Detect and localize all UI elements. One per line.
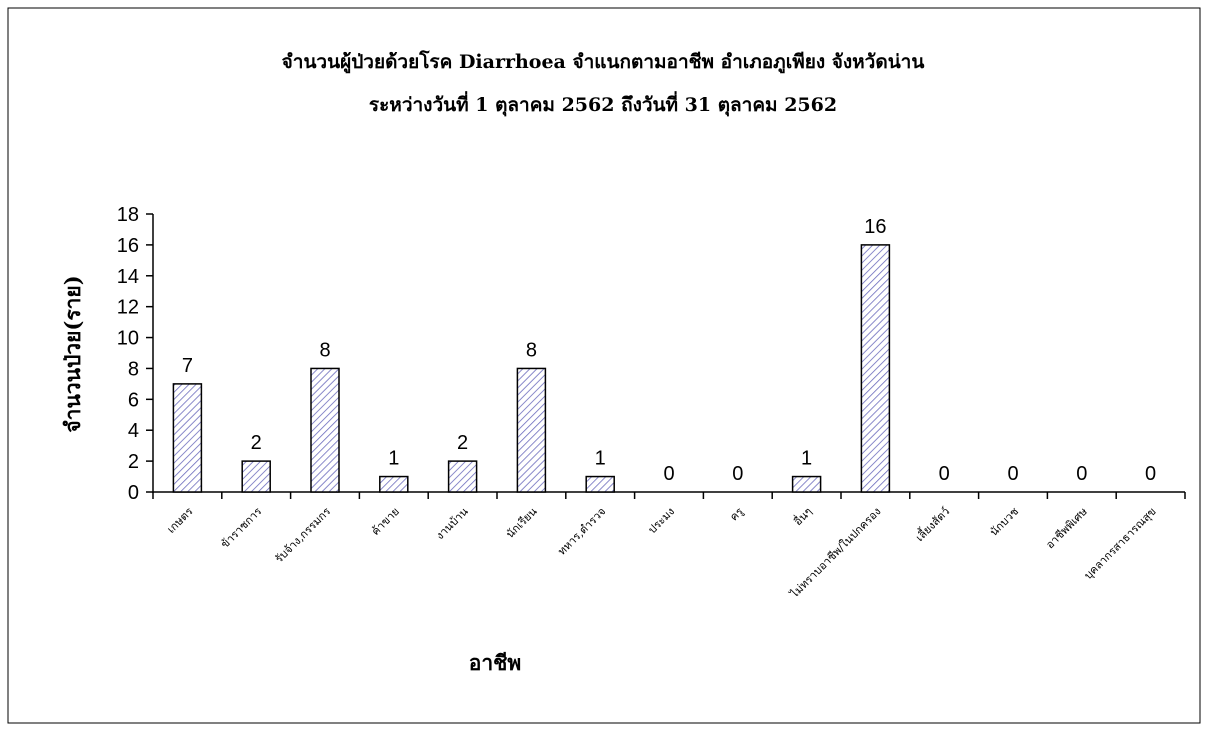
data-label: 1: [801, 448, 812, 470]
y-tick-label: 16: [117, 235, 139, 257]
y-tick-label: 4: [128, 420, 139, 442]
y-tick-label: 12: [117, 297, 139, 319]
data-label: 8: [526, 339, 537, 361]
data-labels: 7 2 8 1 2 8 1 0 0 1 16 0 0 0 0: [182, 216, 1156, 485]
data-label: 1: [595, 448, 606, 470]
y-tick-label: 6: [128, 389, 139, 411]
chart-title: จำนวนผู้ป่วยด้วยโรค Diarrhoea จำแนกตามอา…: [282, 50, 925, 74]
y-tick-label: 18: [117, 204, 139, 226]
bar: [516, 367, 547, 493]
data-label: 2: [251, 432, 262, 454]
data-label: 7: [182, 355, 193, 377]
data-label: 0: [1007, 463, 1018, 485]
data-label: 0: [1076, 463, 1087, 485]
chart-border: [7, 7, 1201, 724]
bar: [791, 475, 822, 493]
bar: [172, 383, 203, 493]
bar: [310, 367, 340, 493]
bar: [860, 244, 891, 493]
y-tick-label: 8: [128, 358, 139, 380]
chart-subtitle: ระหว่างวันที่ 1 ตุลาคม 2562 ถึงวันที่ 31…: [369, 91, 837, 117]
x-axis-title: อาชีพ: [469, 650, 522, 675]
y-tick-label: 0: [128, 482, 139, 504]
data-label: 1: [388, 448, 399, 470]
x-axis-ticks: [152, 492, 1186, 499]
y-axis-ticks: 0 2 4 6 8 10 12 14 16 18: [117, 204, 153, 504]
data-label: 0: [939, 463, 950, 485]
data-label: 16: [864, 216, 886, 238]
bar: [585, 475, 615, 493]
bar: [241, 460, 271, 493]
bar: [447, 460, 478, 493]
data-label: 0: [1145, 463, 1156, 485]
data-label: 2: [457, 432, 468, 454]
data-label: 0: [663, 463, 674, 485]
bar-series: [172, 244, 891, 493]
y-tick-label: 2: [128, 451, 139, 473]
bar: [379, 475, 409, 493]
y-tick-label: 14: [117, 266, 139, 288]
data-label: 0: [732, 463, 743, 485]
y-tick-label: 10: [117, 328, 139, 350]
data-label: 8: [319, 339, 330, 361]
y-axis-title: จำนวนป่วย(ราย): [60, 275, 85, 432]
